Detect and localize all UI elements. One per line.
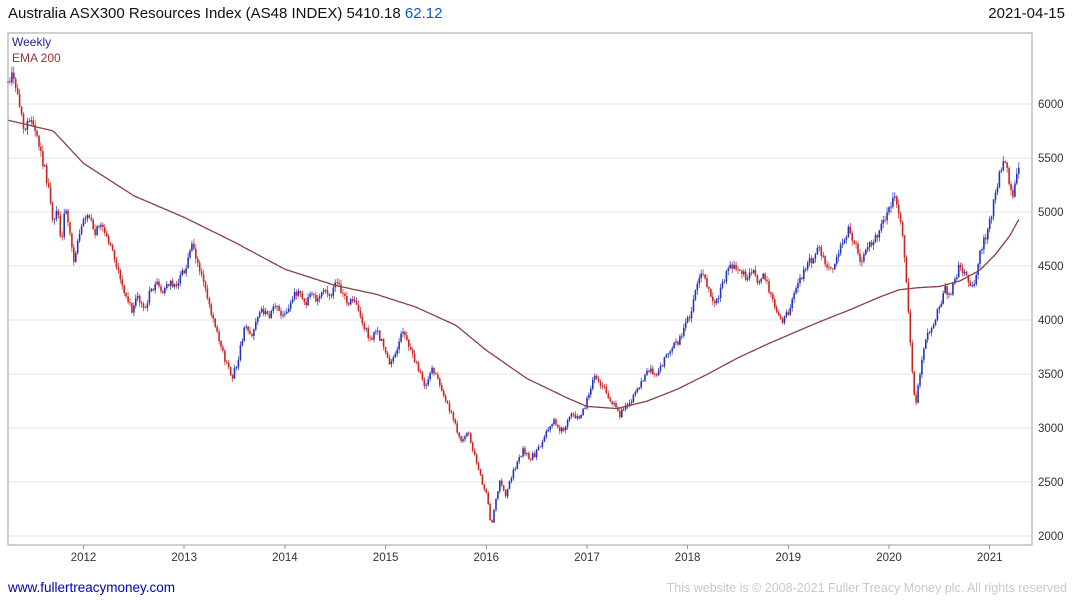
- timeframe-label: Weekly: [12, 35, 52, 49]
- candles-layer: [7, 66, 1020, 523]
- svg-text:2014: 2014: [272, 552, 298, 564]
- website-link[interactable]: www.fullertreacymoney.com: [8, 580, 176, 595]
- last-price: 5410.18: [346, 5, 401, 22]
- svg-text:2017: 2017: [574, 552, 600, 564]
- svg-text:2000: 2000: [1038, 531, 1064, 543]
- down-candle-bodies: [9, 72, 1014, 523]
- x-axis-labels: 2012 2013 2014 2015 2016 2017 2018 2019 2020 2021: [71, 545, 1003, 564]
- grid-layer: [8, 103, 1032, 537]
- svg-text:2018: 2018: [675, 552, 701, 564]
- svg-text:5500: 5500: [1038, 153, 1064, 165]
- svg-text:6000: 6000: [1038, 99, 1064, 111]
- svg-text:5000: 5000: [1038, 207, 1064, 219]
- down-candle-wicks: [9, 66, 1014, 523]
- svg-text:3000: 3000: [1038, 423, 1064, 435]
- svg-text:3500: 3500: [1038, 369, 1064, 381]
- chart-date: 2021-04-15: [988, 5, 1065, 22]
- svg-text:2015: 2015: [373, 552, 399, 564]
- svg-text:2500: 2500: [1038, 477, 1064, 489]
- y-axis-labels: 6000 5500 5000 4500 4000 3500 3000 2500 2000: [1038, 99, 1064, 543]
- ema-line: [7, 119, 1020, 410]
- up-candle-wicks: [7, 66, 1020, 523]
- instrument-name: Australia ASX300 Resources Index (AS48 I…: [8, 5, 343, 22]
- svg-text:4500: 4500: [1038, 261, 1064, 273]
- svg-text:2013: 2013: [171, 552, 197, 564]
- svg-text:2021: 2021: [977, 552, 1003, 564]
- svg-text:4000: 4000: [1038, 315, 1064, 327]
- svg-text:2020: 2020: [876, 552, 902, 564]
- plot-border: [7, 32, 1033, 546]
- price-change: 62.12: [404, 5, 443, 22]
- up-candle-bodies: [7, 72, 1020, 523]
- chart-title: Australia ASX300 Resources Index (AS48 I…: [8, 5, 442, 22]
- svg-text:2016: 2016: [474, 552, 500, 564]
- ema-legend-label: EMA 200: [12, 51, 61, 65]
- svg-text:2019: 2019: [776, 552, 802, 564]
- svg-text:2012: 2012: [71, 552, 97, 564]
- copyright-text: This website is © 2008-2021 Fuller Treac…: [666, 581, 1067, 595]
